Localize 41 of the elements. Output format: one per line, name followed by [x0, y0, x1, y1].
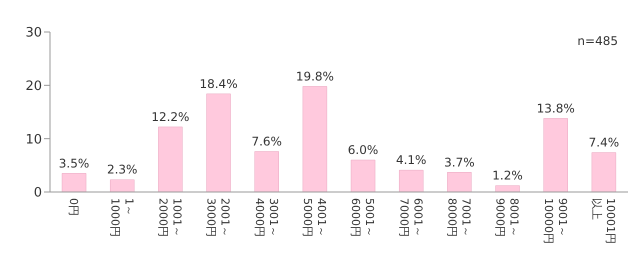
y-tick-label: 0: [34, 186, 42, 201]
bar: [447, 172, 472, 192]
data-label: 12.2%: [151, 110, 190, 124]
x-tick-label: 7001～ 8000円: [445, 198, 472, 237]
x-tick-label: 6001～ 7000円: [397, 198, 424, 237]
bar: [495, 185, 520, 192]
bar: [350, 160, 376, 192]
bar: [254, 151, 279, 192]
y-tick-label: 10: [25, 132, 42, 148]
data-label: 1.2%: [492, 168, 523, 183]
x-tick-label: 10001円以上: [590, 198, 617, 244]
annotation: n=485: [577, 34, 618, 48]
x-tick-label: 1001～ 2000円: [156, 198, 184, 237]
bar: [398, 170, 424, 192]
data-label: 7.4%: [588, 136, 620, 150]
bar: [302, 86, 328, 192]
data-label: 4.1%: [396, 153, 426, 168]
x-tick-label: 9001～ 10000円: [542, 198, 569, 244]
bar: [206, 94, 231, 192]
data-label: 3.5%: [58, 156, 90, 170]
bar: [592, 152, 616, 192]
bar: [158, 126, 183, 192]
x-tick-label: 8001～ 9000円: [494, 198, 521, 237]
data-label: 3.7%: [444, 155, 475, 170]
data-label: 19.8%: [296, 69, 334, 84]
x-tick-label: 2001～ 3000円: [204, 198, 232, 237]
data-label: 7.6%: [251, 134, 282, 148]
data-label: 18.4%: [199, 76, 238, 91]
y-tick-label: 30: [25, 26, 42, 41]
x-tick-label: 4001～ 5000円: [300, 198, 328, 237]
x-tick-label: 1～ 1000円: [108, 198, 136, 237]
data-label: 2.3%: [106, 162, 138, 177]
data-label: 6.0%: [348, 143, 378, 157]
data-label: 13.8%: [536, 101, 575, 116]
bar: [110, 179, 134, 192]
x-tick-label: 3001～ 4000円: [252, 198, 280, 237]
y-tick-label: 20: [25, 78, 42, 94]
x-tick-label: 5001～ 6000円: [349, 198, 376, 237]
bar: [62, 173, 86, 192]
bar: [543, 118, 568, 192]
x-tick-label: 0円: [67, 198, 80, 216]
